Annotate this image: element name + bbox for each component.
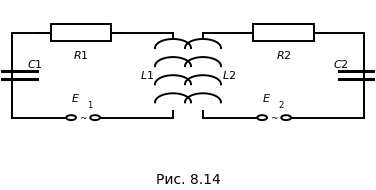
Text: ~: ~ bbox=[270, 114, 278, 123]
Text: ~: ~ bbox=[79, 114, 87, 123]
Text: $L1$: $L1$ bbox=[140, 69, 154, 81]
Text: $C2$: $C2$ bbox=[334, 58, 349, 70]
Text: $2$: $2$ bbox=[278, 99, 284, 110]
Text: $E$: $E$ bbox=[262, 92, 271, 105]
Text: $L2$: $L2$ bbox=[222, 69, 236, 81]
Text: $1$: $1$ bbox=[87, 99, 93, 110]
Text: $R2$: $R2$ bbox=[276, 49, 291, 61]
Text: $R1$: $R1$ bbox=[73, 49, 89, 61]
Text: $C1$: $C1$ bbox=[27, 58, 42, 70]
FancyBboxPatch shape bbox=[253, 24, 314, 41]
Text: $E$: $E$ bbox=[71, 92, 80, 105]
Text: Рис. 8.14: Рис. 8.14 bbox=[156, 173, 220, 187]
FancyBboxPatch shape bbox=[51, 24, 111, 41]
